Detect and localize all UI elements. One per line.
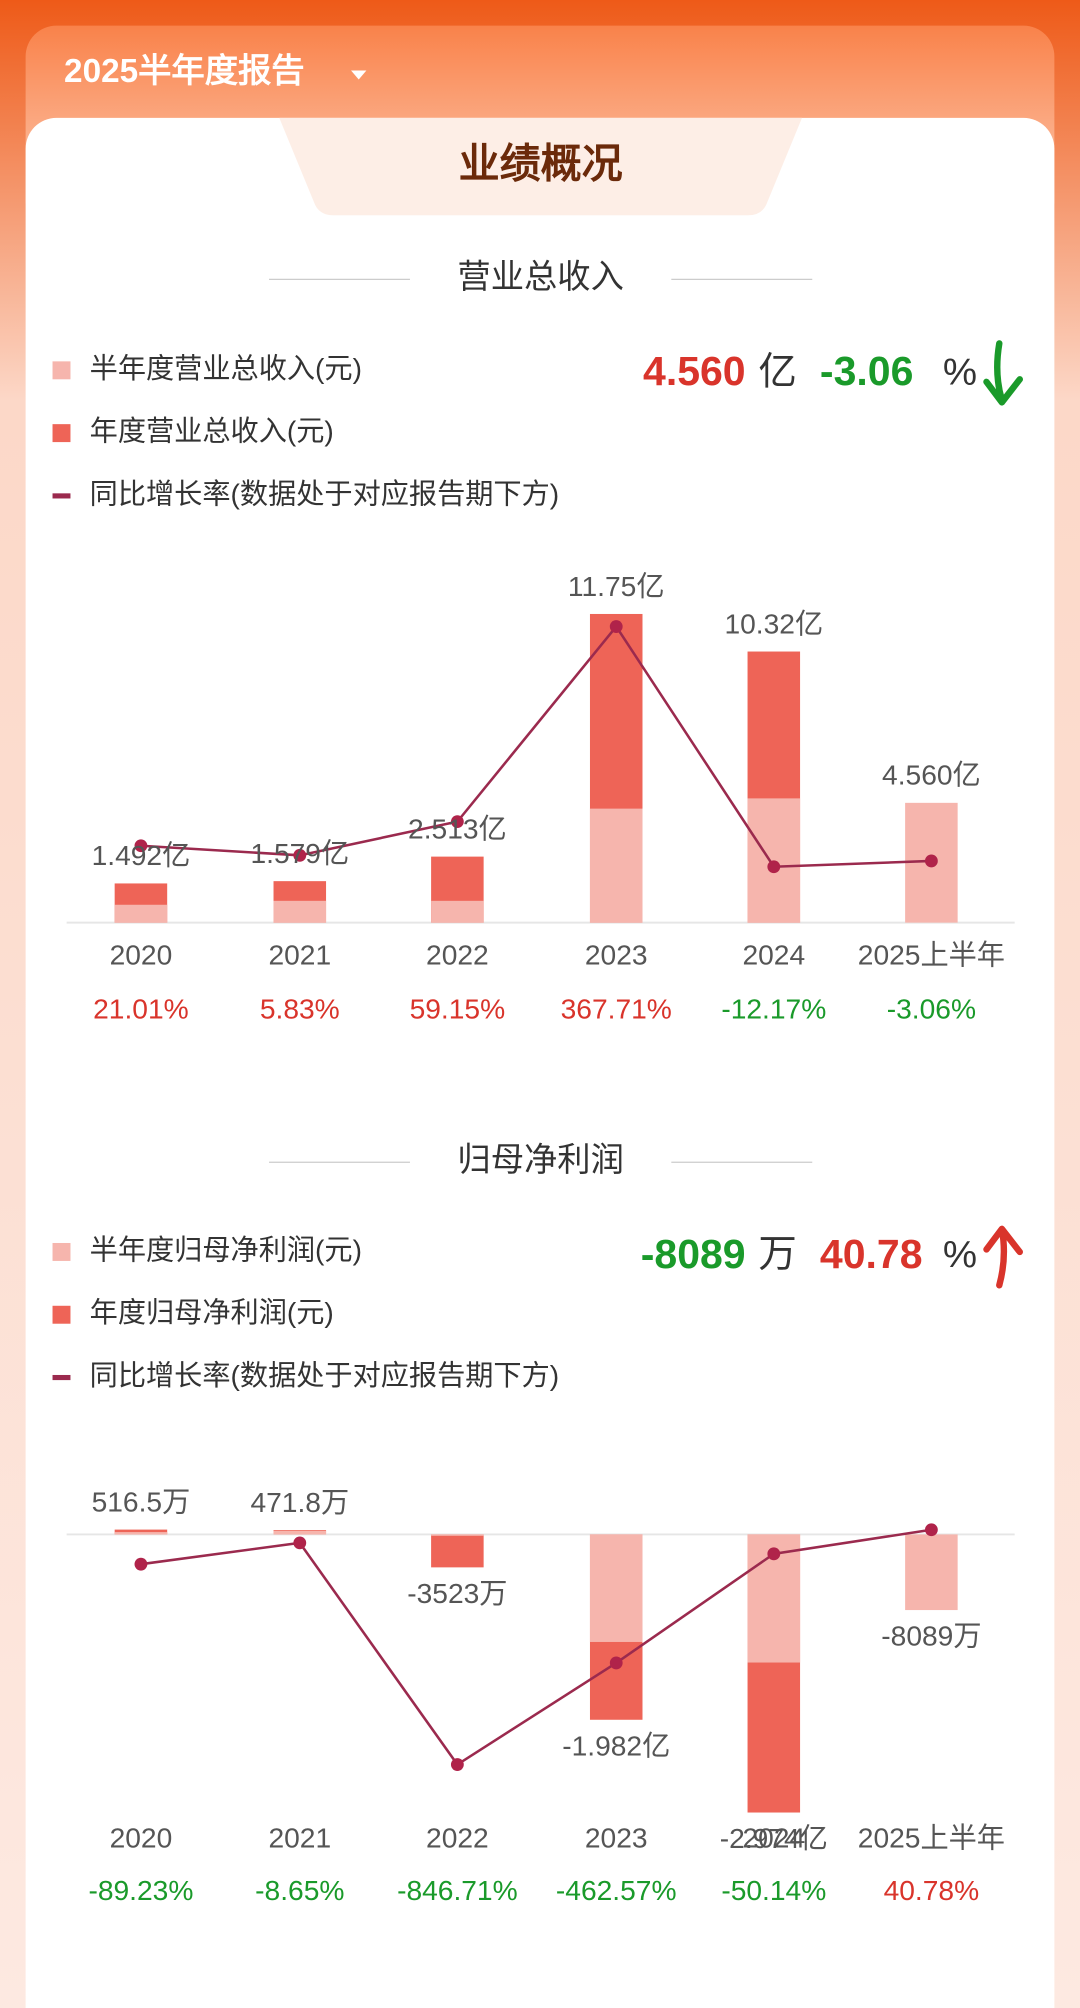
growth-point [767,1547,781,1561]
growth-point [450,1758,464,1771]
growth-point [924,854,938,868]
x-tick-label: 2024 [742,939,805,971]
x-tick-label: 2025上半年 [858,1822,1005,1854]
summary-unit: 亿 [758,350,796,393]
bar [589,808,643,923]
summary-change-unit: % [943,1233,977,1276]
growth-point [609,620,623,633]
growth-label: -50.14% [721,1874,826,1906]
value-label: 516.5万 [92,1485,191,1517]
bar [114,1529,168,1535]
bar [114,1532,168,1535]
legend-label: 同比增长率(数据处于对应报告期下方) [90,1359,559,1391]
bar [589,1534,643,1642]
growth-line [140,1528,932,1767]
summary-change-unit: % [943,350,977,393]
x-tick-label: 2023 [585,1822,648,1854]
growth-label: -12.17% [721,992,826,1024]
value-label: 1.579亿 [250,837,349,869]
growth-label: 367.71% [561,992,672,1024]
x-tick-label: 2024 [742,1822,805,1854]
growth-point [767,860,781,874]
section-title: 业绩概况 [459,140,623,186]
legend-marker [52,1374,71,1381]
value-label: -1.982亿 [562,1729,670,1761]
value-label: -3523万 [407,1577,507,1609]
bar [431,900,484,923]
value-label: -2.974亿 [720,1822,828,1854]
growth-line [140,624,932,869]
legend-marker [52,361,71,380]
trend-arrow [983,1225,1023,1289]
bar [114,904,168,923]
growth-label: 40.78% [884,1874,980,1906]
growth-label: -8.65% [255,1874,344,1906]
legend-label: 年度归母净利润(元) [90,1296,334,1328]
x-tick-label: 2022 [426,1822,489,1854]
x-tick-label: 2023 [585,939,648,971]
section-tab [279,117,802,216]
growth-label: 59.15% [410,992,506,1024]
value-label: -8089万 [881,1620,981,1652]
growth-point [609,1656,623,1670]
legend-marker [52,1305,71,1324]
legend-marker [52,493,71,499]
x-tick-label: 2021 [268,939,331,971]
growth-point [450,815,464,829]
legend-label: 同比增长率(数据处于对应报告期下方) [90,477,559,509]
value-label: 1.492亿 [92,839,191,871]
legend-label: 半年度归母净利润(元) [90,1233,362,1265]
bar [273,1530,327,1535]
chart-title: 营业总收入 [457,259,623,296]
report-selector[interactable]: 2025半年度报告 [64,53,305,90]
bar [431,1534,484,1568]
legend-label: 年度营业总收入(元) [90,415,334,447]
growth-label: -3.06% [887,992,976,1024]
growth-point [134,1557,148,1571]
growth-point [924,1523,938,1537]
x-tick-label: 2021 [268,1822,331,1854]
summary-change: 40.78 [820,1231,923,1277]
summary-value: 4.560 [643,348,746,394]
legend-marker [52,1242,71,1261]
x-tick-label: 2020 [110,939,173,971]
bar [273,900,327,923]
growth-point [293,1536,307,1550]
x-tick-label: 2020 [110,1822,173,1854]
value-label: 2.513亿 [408,812,507,844]
chart-title: 归母净利润 [457,1142,623,1179]
growth-label: 21.01% [93,992,189,1024]
growth-label: 5.83% [260,992,340,1024]
dropdown-caret[interactable] [351,70,367,80]
x-tick-label: 2025上半年 [858,939,1005,971]
legend-label: 半年度营业总收入(元) [90,352,362,384]
legend-marker [52,424,71,443]
value-label: 471.8万 [250,1486,349,1518]
growth-point [134,839,148,853]
content-card [25,117,1055,2008]
x-tick-label: 2022 [426,939,489,971]
growth-label: -89.23% [88,1874,193,1906]
trend-arrow [983,340,1023,406]
summary-value: -8089 [641,1231,746,1277]
summary-unit: 万 [758,1233,796,1276]
growth-label: -846.71% [397,1874,518,1906]
value-label: 11.75亿 [568,570,665,602]
summary-change: -3.06 [820,348,913,394]
bar [905,1534,958,1611]
value-label: 10.32亿 [724,607,823,639]
bar [431,1534,484,1536]
growth-label: -462.57% [556,1874,677,1906]
value-label: 4.560亿 [882,759,981,791]
growth-point [293,848,307,862]
